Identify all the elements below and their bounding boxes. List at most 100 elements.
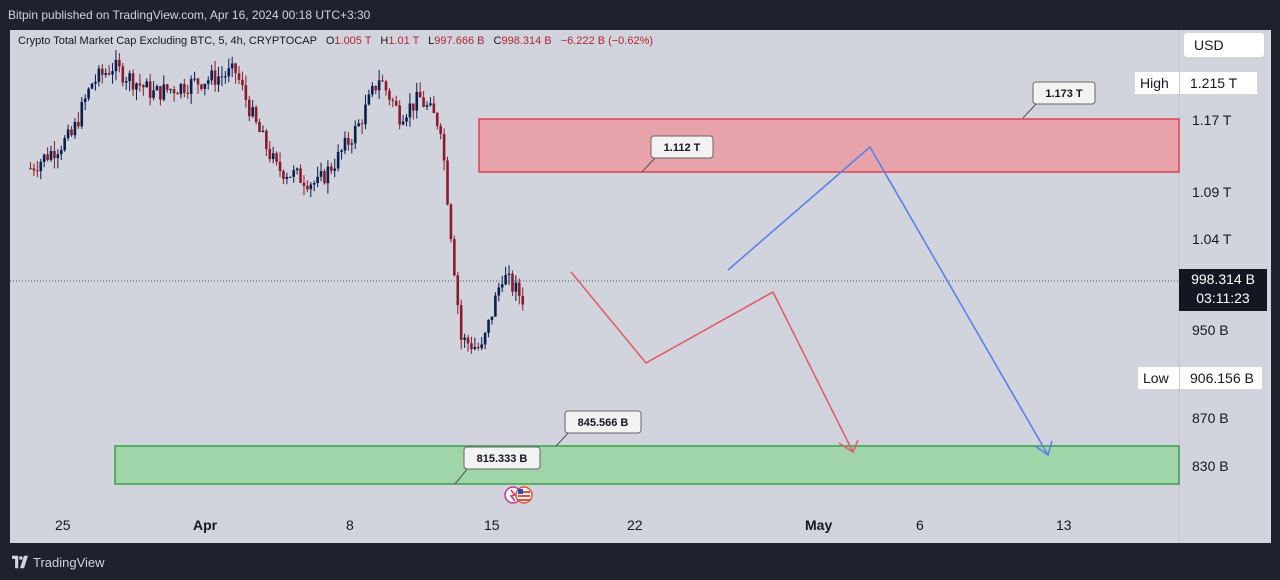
candle-up <box>292 170 296 177</box>
candle-down <box>278 161 282 172</box>
candle-down <box>347 137 350 145</box>
candle-down <box>521 295 525 305</box>
date-tick-8: 13 <box>1056 517 1072 533</box>
tradingview-logo-icon[interactable] <box>12 555 28 569</box>
candle-down <box>121 66 125 83</box>
candle-up <box>326 166 330 184</box>
candle-down <box>394 100 398 106</box>
candle-up <box>463 337 466 340</box>
candle-down <box>476 346 480 349</box>
candle-up <box>350 143 354 145</box>
low-value: 997.666 B <box>434 35 485 47</box>
candle-up <box>206 80 210 84</box>
candle-down <box>172 89 176 94</box>
candle-up <box>494 295 497 317</box>
candle-down <box>268 148 272 160</box>
price-tick-1: 1.17 T <box>1192 112 1232 128</box>
candle-down <box>518 282 521 296</box>
candle-down <box>391 99 395 101</box>
last-price-badge: 998.314 B 03:11:23 <box>1179 269 1267 311</box>
candle-up <box>111 71 114 75</box>
close-value: 998.314 B <box>501 35 552 47</box>
candle-down <box>432 103 436 114</box>
candle-down <box>165 84 169 90</box>
candle-down <box>302 182 306 187</box>
annotation-callout-3[interactable]: 845.566 B <box>564 410 642 434</box>
candle-up <box>83 98 87 103</box>
candle-up <box>189 79 193 94</box>
candle-up <box>203 83 207 89</box>
price-tick-4: 950 B <box>1192 322 1229 338</box>
candle-up <box>333 168 337 171</box>
candle-up <box>251 107 254 117</box>
candle-down <box>77 121 80 127</box>
annotation-leader-3 <box>555 430 571 447</box>
candle-down <box>398 105 401 125</box>
high-value: 1.01 T <box>388 35 420 47</box>
candle-up <box>49 150 53 160</box>
candle-up <box>128 73 131 82</box>
candle-down <box>183 83 186 93</box>
publisher-text: Bitpin published on TradingView.com, Apr… <box>8 8 371 22</box>
candle-down <box>176 93 179 95</box>
candle-up <box>415 91 419 111</box>
candle-down <box>131 73 135 90</box>
bar-countdown: 03:11:23 <box>1196 290 1250 306</box>
candle-down <box>100 68 104 75</box>
candle-up <box>319 171 323 177</box>
high-label: High <box>1135 72 1179 94</box>
candle-down <box>381 80 384 82</box>
candle-down <box>323 171 326 184</box>
candle-up <box>152 90 155 98</box>
economic-event-icon[interactable] <box>504 486 533 504</box>
support-zone[interactable] <box>114 445 1180 485</box>
tradingview-brand: TradingView <box>33 555 105 570</box>
candle-up <box>169 89 172 91</box>
candle-down <box>29 168 32 170</box>
bearish-projection-path[interactable] <box>570 271 854 453</box>
candle-up <box>193 78 196 80</box>
price-chart[interactable]: 1.173 T 1.112 T 845.566 B 815.333 B <box>10 30 1271 543</box>
date-tick-4: 15 <box>484 517 500 533</box>
candle-up <box>42 154 46 162</box>
candle-up <box>364 104 367 125</box>
high-key: H <box>380 35 389 47</box>
currency-selector[interactable]: USD <box>1184 33 1264 57</box>
candle-up <box>473 346 477 350</box>
candle-down <box>138 83 142 86</box>
annotation-callout-1[interactable]: 1.173 T <box>1032 81 1096 105</box>
annotation-text-2: 1.112 T <box>664 142 701 154</box>
candle-up <box>104 72 108 75</box>
annotation-leader-4 <box>454 467 469 485</box>
last-price-value: 998.314 B <box>1191 271 1255 287</box>
candle-down <box>53 150 56 159</box>
candle-up <box>97 68 101 82</box>
candle-up <box>357 123 360 127</box>
candle-up <box>261 130 265 133</box>
candle-up <box>408 103 412 118</box>
candle-up <box>507 273 511 275</box>
price-tick-2: 1.09 T <box>1192 184 1232 200</box>
candle-down <box>435 113 439 126</box>
resistance-zone[interactable] <box>478 118 1180 173</box>
annotation-callout-2[interactable]: 1.112 T <box>650 135 714 159</box>
candle-down <box>186 92 190 94</box>
bullish-projection-path[interactable] <box>727 145 1049 456</box>
candle-up <box>487 319 490 333</box>
annotation-text-4: 815.333 B <box>477 453 528 465</box>
candle-up <box>497 287 501 296</box>
annotation-callout-4[interactable]: 815.333 B <box>463 446 541 470</box>
candle-down <box>159 86 162 100</box>
candle-up <box>483 332 487 345</box>
candle-down <box>453 239 456 276</box>
chart-area[interactable]: 1.173 T 1.112 T 845.566 B 815.333 B Cryp… <box>10 30 1271 543</box>
candle-up <box>220 76 224 78</box>
candle-up <box>288 176 292 178</box>
candle-up <box>367 94 371 105</box>
candle-up <box>371 85 374 95</box>
candle-down <box>456 275 460 306</box>
candle-down <box>388 90 391 100</box>
candle-down <box>247 99 251 117</box>
open-value: 1.005 T <box>334 35 372 47</box>
candle-up <box>504 274 507 285</box>
